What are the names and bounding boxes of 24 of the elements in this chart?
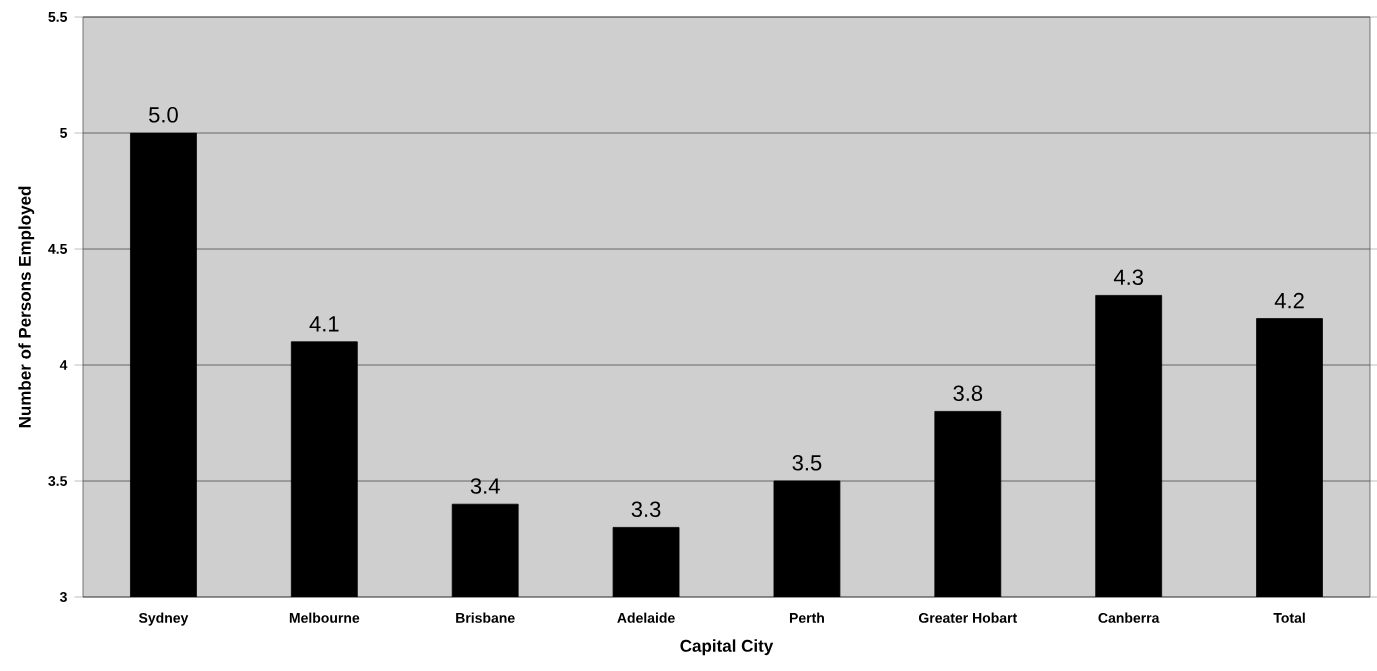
data-label: 4.3: [1113, 269, 1143, 286]
x-tick-label: Greater Hobart: [918, 612, 1018, 623]
y-tick-label: 3: [59, 592, 67, 602]
x-tick-label: Perth: [789, 612, 824, 623]
data-label: 4.2: [1274, 292, 1304, 309]
x-tick-label: Canberra: [1098, 612, 1160, 623]
data-label: 3.5: [792, 455, 822, 471]
x-tick-label: Melbourne: [289, 612, 360, 623]
x-tick-label: Adelaide: [617, 612, 675, 623]
x-axis-title: Capital City: [680, 639, 774, 656]
y-tick-label: 4.5: [48, 244, 68, 254]
data-label: 5.0: [149, 107, 178, 123]
y-axis-title: Number of Persons Employed: [18, 186, 35, 428]
x-tick-label: Total: [1273, 612, 1305, 623]
data-label: 4.1: [309, 316, 339, 332]
y-tick-label: 5.5: [48, 12, 68, 22]
data-label: 3.8: [953, 385, 983, 402]
y-tick-label: 4: [59, 360, 68, 370]
x-tick-label: Sydney: [138, 612, 189, 626]
y-tick-label: 3.5: [48, 476, 68, 486]
data-label: 3.3: [631, 501, 661, 518]
x-tick-label: Brisbane: [456, 612, 515, 623]
data-label: 3.4: [470, 478, 500, 494]
y-tick-label: 5: [60, 128, 68, 138]
